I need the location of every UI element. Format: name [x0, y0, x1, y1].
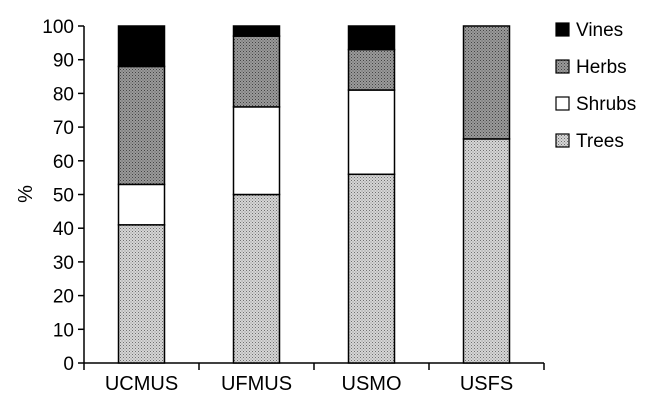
- x-tick-label-ufmus: UFMUS: [221, 373, 292, 394]
- bar-stack-ufmus: [232, 25, 281, 364]
- bar-ucmus-shrubs: [117, 183, 166, 226]
- bar-usfs-trees: [462, 138, 511, 364]
- x-tick-label-usfs: USFS: [460, 373, 513, 394]
- bar-ucmus-trees: [117, 224, 166, 364]
- legend-label-trees: Trees: [576, 131, 624, 152]
- bar-usmo-trees: [347, 173, 396, 364]
- bar-ufmus-vines: [232, 25, 281, 37]
- y-tick-label: 90: [53, 51, 74, 72]
- legend-item-herbs: Herbs: [555, 57, 627, 78]
- y-axis: 0 10 20 30 40 50 60 70 80 90 100: [42, 17, 85, 375]
- bar-ucmus-herbs: [117, 65, 166, 186]
- y-tick-label: 30: [53, 253, 74, 274]
- y-tick-label: 60: [53, 152, 74, 173]
- bar-stack-usmo: [347, 25, 396, 364]
- x-tick-label-ucmus: UCMUS: [105, 373, 178, 394]
- bar-usfs-herbs: [462, 25, 511, 140]
- legend-item-vines: Vines: [555, 20, 623, 41]
- legend-item-shrubs: Shrubs: [555, 94, 636, 115]
- legend-label-shrubs: Shrubs: [576, 94, 636, 115]
- y-tick-label: 80: [53, 84, 74, 105]
- x-axis: UCMUS UFMUS USMO USFS: [83, 362, 545, 394]
- y-tick-label: 70: [53, 118, 74, 139]
- bar-stack-ucmus: [117, 25, 166, 364]
- legend: Vines Herbs Shrubs Trees: [555, 20, 636, 152]
- y-tick-label: 100: [42, 17, 74, 38]
- legend-swatch-herbs: [555, 59, 570, 74]
- bar-usmo-vines: [347, 25, 396, 51]
- bars: [117, 25, 511, 364]
- y-axis-title: %: [15, 185, 37, 203]
- legend-swatch-trees: [555, 133, 570, 148]
- y-tick-label: 50: [53, 186, 74, 207]
- y-tick-label: 20: [53, 287, 74, 308]
- bar-ucmus-vines: [117, 25, 166, 68]
- y-tick-label: 40: [53, 219, 74, 240]
- legend-item-trees: Trees: [555, 131, 624, 152]
- legend-swatch-vines: [555, 22, 570, 37]
- bar-usmo-shrubs: [347, 89, 396, 176]
- y-tick-label: 0: [63, 354, 74, 375]
- x-tick-label-usmo: USMO: [342, 373, 402, 394]
- bar-stack-usfs: [462, 25, 511, 364]
- bar-ufmus-trees: [232, 193, 281, 364]
- bar-ufmus-shrubs: [232, 106, 281, 196]
- legend-label-vines: Vines: [576, 20, 623, 41]
- bar-usmo-herbs: [347, 48, 396, 91]
- legend-label-herbs: Herbs: [576, 57, 627, 78]
- y-tick-label: 10: [53, 320, 74, 341]
- legend-swatch-shrubs: [555, 96, 570, 111]
- bar-ufmus-herbs: [232, 35, 281, 108]
